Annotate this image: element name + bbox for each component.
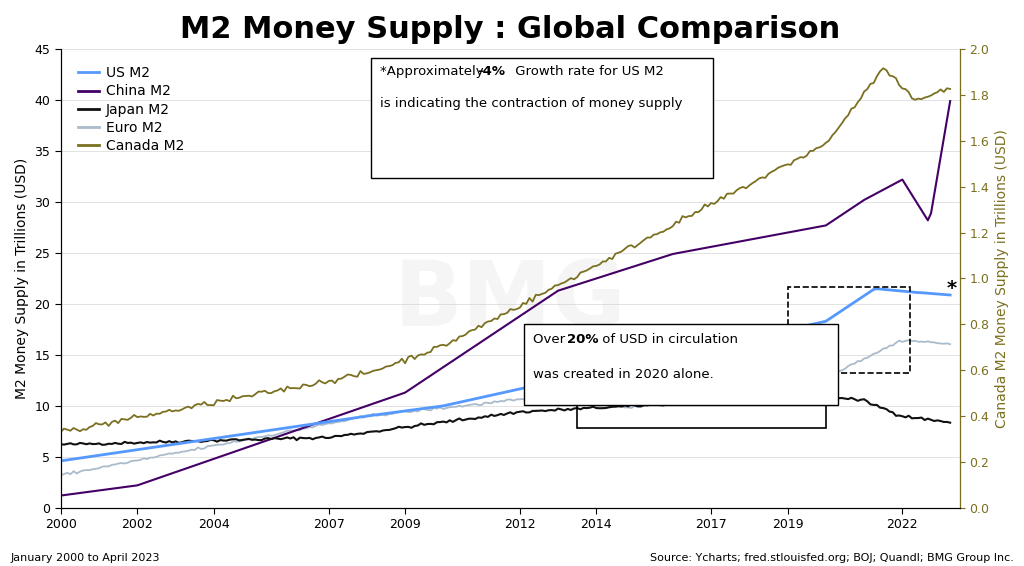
- Canada M2: [878, 65, 890, 72]
- Canada M2: [191, 401, 204, 408]
- Title: M2 Money Supply : Global Comparison: M2 Money Supply : Global Comparison: [180, 15, 841, 44]
- Line: Japan M2: Japan M2: [60, 395, 950, 445]
- US M2: [944, 291, 956, 298]
- US M2: [603, 366, 615, 372]
- China M2: [54, 492, 67, 499]
- China M2: [787, 228, 800, 235]
- Japan M2: [485, 411, 498, 418]
- US M2: [54, 457, 67, 464]
- Text: *: *: [947, 279, 957, 298]
- Text: January 2000 to April 2023: January 2000 to April 2023: [10, 553, 160, 563]
- Line: Euro M2: Euro M2: [60, 340, 950, 475]
- Japan M2: [606, 404, 618, 410]
- China M2: [603, 271, 615, 278]
- Euro M2: [54, 471, 67, 478]
- China M2: [482, 334, 495, 341]
- Euro M2: [787, 378, 800, 385]
- Text: is indicating the contraction of money supply: is indicating the contraction of money s…: [380, 97, 682, 110]
- US M2: [870, 285, 883, 292]
- Text: of USD in circulation: of USD in circulation: [598, 333, 738, 346]
- US M2: [191, 438, 204, 444]
- Japan M2: [564, 406, 577, 413]
- China M2: [795, 227, 807, 234]
- US M2: [795, 324, 807, 331]
- China M2: [191, 461, 204, 468]
- Japan M2: [798, 394, 810, 401]
- Japan M2: [944, 419, 956, 426]
- US M2: [787, 325, 800, 332]
- Legend: US M2, China M2, Japan M2, Euro M2, Canada M2: US M2, China M2, Japan M2, Euro M2, Cana…: [73, 61, 189, 158]
- Y-axis label: M2 Money Supply in Trillions (USD): M2 Money Supply in Trillions (USD): [15, 158, 29, 399]
- Bar: [371, 58, 713, 178]
- Canada M2: [482, 318, 495, 325]
- Japan M2: [791, 393, 803, 400]
- Euro M2: [603, 403, 615, 410]
- Canada M2: [54, 428, 67, 435]
- Japan M2: [195, 439, 207, 445]
- Text: Growth rate for US M2: Growth rate for US M2: [511, 65, 664, 78]
- US M2: [482, 393, 495, 400]
- Y-axis label: Canada M2 Money Supply in Trillions (USD): Canada M2 Money Supply in Trillions (USD…: [995, 129, 1009, 428]
- Line: US M2: US M2: [60, 289, 950, 461]
- Japan M2: [801, 392, 813, 398]
- Euro M2: [902, 337, 914, 344]
- China M2: [561, 284, 573, 291]
- Text: was created in 2020 alone.: was created in 2020 alone.: [532, 368, 714, 381]
- Text: -4%: -4%: [477, 65, 505, 78]
- Text: *Approximately: *Approximately: [380, 65, 487, 78]
- Bar: [578, 352, 825, 428]
- Bar: [787, 286, 910, 373]
- Euro M2: [944, 341, 956, 348]
- Line: Canada M2: Canada M2: [60, 68, 950, 432]
- Bar: [523, 324, 839, 405]
- Japan M2: [96, 441, 109, 448]
- Euro M2: [191, 444, 204, 451]
- Canada M2: [561, 277, 573, 284]
- China M2: [944, 98, 956, 105]
- Canada M2: [944, 85, 956, 92]
- Text: Over: Over: [532, 333, 569, 346]
- Text: 20%: 20%: [567, 333, 598, 346]
- Euro M2: [482, 400, 495, 406]
- Text: BMG: BMG: [394, 258, 627, 345]
- Euro M2: [795, 378, 807, 384]
- Line: China M2: China M2: [60, 101, 950, 496]
- Canada M2: [795, 154, 807, 161]
- Canada M2: [603, 255, 615, 261]
- Euro M2: [561, 400, 573, 406]
- US M2: [561, 375, 573, 381]
- Japan M2: [54, 441, 67, 448]
- Text: Source: Ycharts; fred.stlouisfed.org; BOJ; Quandl; BMG Group Inc.: Source: Ycharts; fred.stlouisfed.org; BO…: [650, 553, 1014, 563]
- Canada M2: [787, 157, 800, 164]
